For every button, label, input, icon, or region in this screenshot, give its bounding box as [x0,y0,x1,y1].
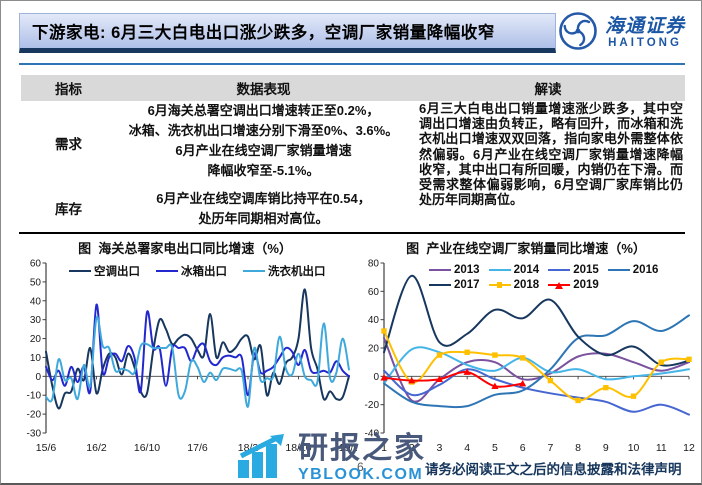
svg-text:20: 20 [30,334,42,345]
haitong-logo-cn: 海通证券 [605,16,686,38]
svg-text:16/10: 16/10 [134,442,160,454]
svg-text:80: 80 [368,259,380,270]
svg-text:10: 10 [628,442,640,454]
table-body: 需求 6月海关总署空调出口增速转正至0.2%， 冰箱、洗衣机出口增速分别下滑至0… [21,99,685,229]
svg-text:20: 20 [368,344,380,355]
svg-text:17/6: 17/6 [187,442,208,454]
svg-text:60: 60 [368,287,380,298]
legend-item-2017: 2017 [429,279,480,291]
disclaimer-text: 请务必阅读正文之后的信息披露和法律声明 [425,462,682,477]
haitong-logo-text: 海通证券 HAITONG [605,17,685,50]
svg-text:8: 8 [575,442,581,454]
legend-item-洗衣机出口: 洗衣机出口 [243,263,326,279]
page-title-text: 下游家电: 6月三大白电出口涨少跌多，空调厂家销量降幅收窄 [32,24,495,42]
legend-item-2014: 2014 [488,264,540,276]
legend-item-2018: 2018 [488,279,540,291]
watermark-site: YBLOOK.COM [298,466,424,483]
haitong-logo: 海通证券 HAITONG [557,10,685,57]
row-demand-label: 需求 [55,137,82,152]
sales-chart-legend: 2013 2014 2015 2016 2017 2018 2019 [429,264,685,291]
customs-export-chart: 60 50 40 30 20 10 0 -10 -20 -30 15/6 16/2 16/10 17/6 1… [27,259,357,455]
svg-text:15/6: 15/6 [36,442,57,454]
svg-text:1: 1 [381,442,387,454]
customs-chart-legend: 空调出口 冰箱出口 洗衣机出口 [69,263,326,279]
haitong-logo-en: HAITONG [608,37,682,50]
legend-swatch-冰箱出口 [156,267,178,275]
svg-text:60: 60 [30,259,42,270]
watermark-name: 研报之家 [298,432,426,465]
svg-text:7: 7 [547,442,553,454]
svg-text:40: 40 [368,315,380,326]
table-header-indicator: 指标 [55,82,82,97]
legend-item-2016: 2016 [607,264,659,276]
legend-label-2016: 2016 [632,264,659,276]
svg-text:40: 40 [30,296,42,307]
svg-text:9: 9 [603,442,609,454]
legend-swatch-2019 [548,281,571,289]
svg-text:18/10: 18/10 [285,442,311,454]
haitong-logo-icon [557,10,599,57]
row-inventory-text: 6月产业在线空调库销比持平在0.54， 处历年同期相对高位。 [156,191,371,226]
legend-item-2015: 2015 [548,264,599,276]
svg-text:4: 4 [464,442,470,454]
legend-label-2019: 2019 [573,279,599,291]
svg-text:0: 0 [35,372,41,383]
legend-swatch-2014 [488,266,511,274]
svg-text:-10: -10 [27,391,42,402]
svg-text:3: 3 [437,442,443,454]
legend-item-2019: 2019 [548,279,599,291]
header-divider [19,63,685,65]
legend-label-空调出口: 空调出口 [94,266,140,278]
sales-chart-title: 图 产业在线空调厂家销量同比增速（%） [406,241,646,256]
legend-item-2013: 2013 [429,264,480,276]
legend-swatch-空调出口 [69,267,91,275]
table-header-row: 指标 数据表现 解读 [21,75,685,101]
svg-text:-30: -30 [27,429,42,440]
legend-swatch-2017 [429,281,451,289]
row-demand-text: 6月海关总署空调出口增速转正至0.2%， 冰箱、洗衣机出口增速分别下滑至0%、3… [128,103,399,178]
legend-item-空调出口: 空调出口 [69,263,140,279]
interpretation-text: 6月三大白电出口销量增速涨少跌多，其中空调出口增速由负转正，略有回升，而冰箱和洗… [419,101,683,208]
legend-label-2015: 2015 [573,264,599,276]
legend-label-2018: 2018 [513,279,540,291]
watermark: 研报之家 YBLOOK.COM [237,432,426,483]
table-chart-divider [19,232,685,234]
legend-label-洗衣机出口: 洗衣机出口 [268,266,326,278]
svg-text:50: 50 [30,277,42,288]
page-number: 6 [357,460,364,474]
row-inventory-label: 库存 [55,202,82,217]
legend-swatch-2013 [429,266,451,274]
svg-text:16/2: 16/2 [86,442,107,454]
customs-chart-title: 图 海关总署家电出口同比增速（%） [78,241,292,256]
table-header-data: 数据表现 [236,82,291,97]
legend-label-2013: 2013 [454,264,480,276]
table-header-interpretation: 解读 [534,82,562,97]
svg-text:5: 5 [492,442,498,454]
svg-text:12: 12 [683,442,695,454]
svg-text:-20: -20 [27,410,42,421]
svg-text:0: 0 [373,372,379,383]
legend-label-2014: 2014 [513,264,540,276]
svg-text:2: 2 [409,442,415,454]
svg-text:30: 30 [30,315,42,326]
page-title: 下游家电: 6月三大白电出口涨少跌多，空调厂家销量降幅收窄 [19,13,556,53]
legend-swatch-2018 [488,281,511,289]
legend-label-冰箱出口: 冰箱出口 [181,266,227,278]
svg-text:19/6: 19/6 [339,442,357,454]
svg-text:10: 10 [30,353,42,364]
watermark-chart-icon [237,432,291,483]
svg-text:-40: -40 [365,429,380,440]
legend-swatch-2016 [607,266,630,274]
svg-text:-20: -20 [365,400,380,411]
legend-swatch-2015 [548,266,571,274]
svg-text:6: 6 [520,442,526,454]
legend-item-冰箱出口: 冰箱出口 [156,263,227,279]
legend-label-2017: 2017 [454,279,480,291]
legend-swatch-洗衣机出口 [243,267,265,275]
svg-text:11: 11 [656,442,667,454]
watermark-text: 研报之家 YBLOOK.COM [298,434,426,483]
